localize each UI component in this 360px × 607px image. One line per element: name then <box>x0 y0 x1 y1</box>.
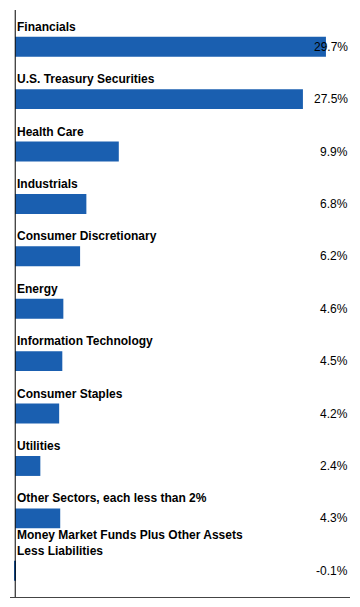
svg-text:Information Technology: Information Technology <box>17 334 153 348</box>
svg-text:27.5%: 27.5% <box>314 92 348 106</box>
svg-text:6.2%: 6.2% <box>320 249 348 263</box>
svg-text:2.4%: 2.4% <box>320 459 348 473</box>
svg-text:6.8%: 6.8% <box>320 197 348 211</box>
svg-text:Money Market Funds Plus Other: Money Market Funds Plus Other AssetsLess… <box>17 528 243 558</box>
svg-text:29.7%: 29.7% <box>314 40 348 54</box>
svg-text:9.9%: 9.9% <box>320 145 348 159</box>
svg-text:Consumer Discretionary: Consumer Discretionary <box>17 229 157 243</box>
svg-text:Industrials: Industrials <box>17 177 78 191</box>
svg-text:U.S. Treasury Securities: U.S. Treasury Securities <box>17 72 155 86</box>
svg-text:Utilities: Utilities <box>17 439 61 453</box>
svg-text:Other Sectors, each less than: Other Sectors, each less than 2% <box>17 491 207 505</box>
svg-text:Health Care: Health Care <box>17 125 84 139</box>
svg-text:4.3%: 4.3% <box>320 511 348 525</box>
svg-text:-0.1%: -0.1% <box>316 564 348 578</box>
svg-text:4.2%: 4.2% <box>320 407 348 421</box>
svg-text:Consumer Staples: Consumer Staples <box>17 387 123 401</box>
svg-text:4.5%: 4.5% <box>320 354 348 368</box>
svg-text:4.6%: 4.6% <box>320 302 348 316</box>
svg-text:Financials: Financials <box>17 20 76 34</box>
svg-text:Energy: Energy <box>17 282 58 296</box>
